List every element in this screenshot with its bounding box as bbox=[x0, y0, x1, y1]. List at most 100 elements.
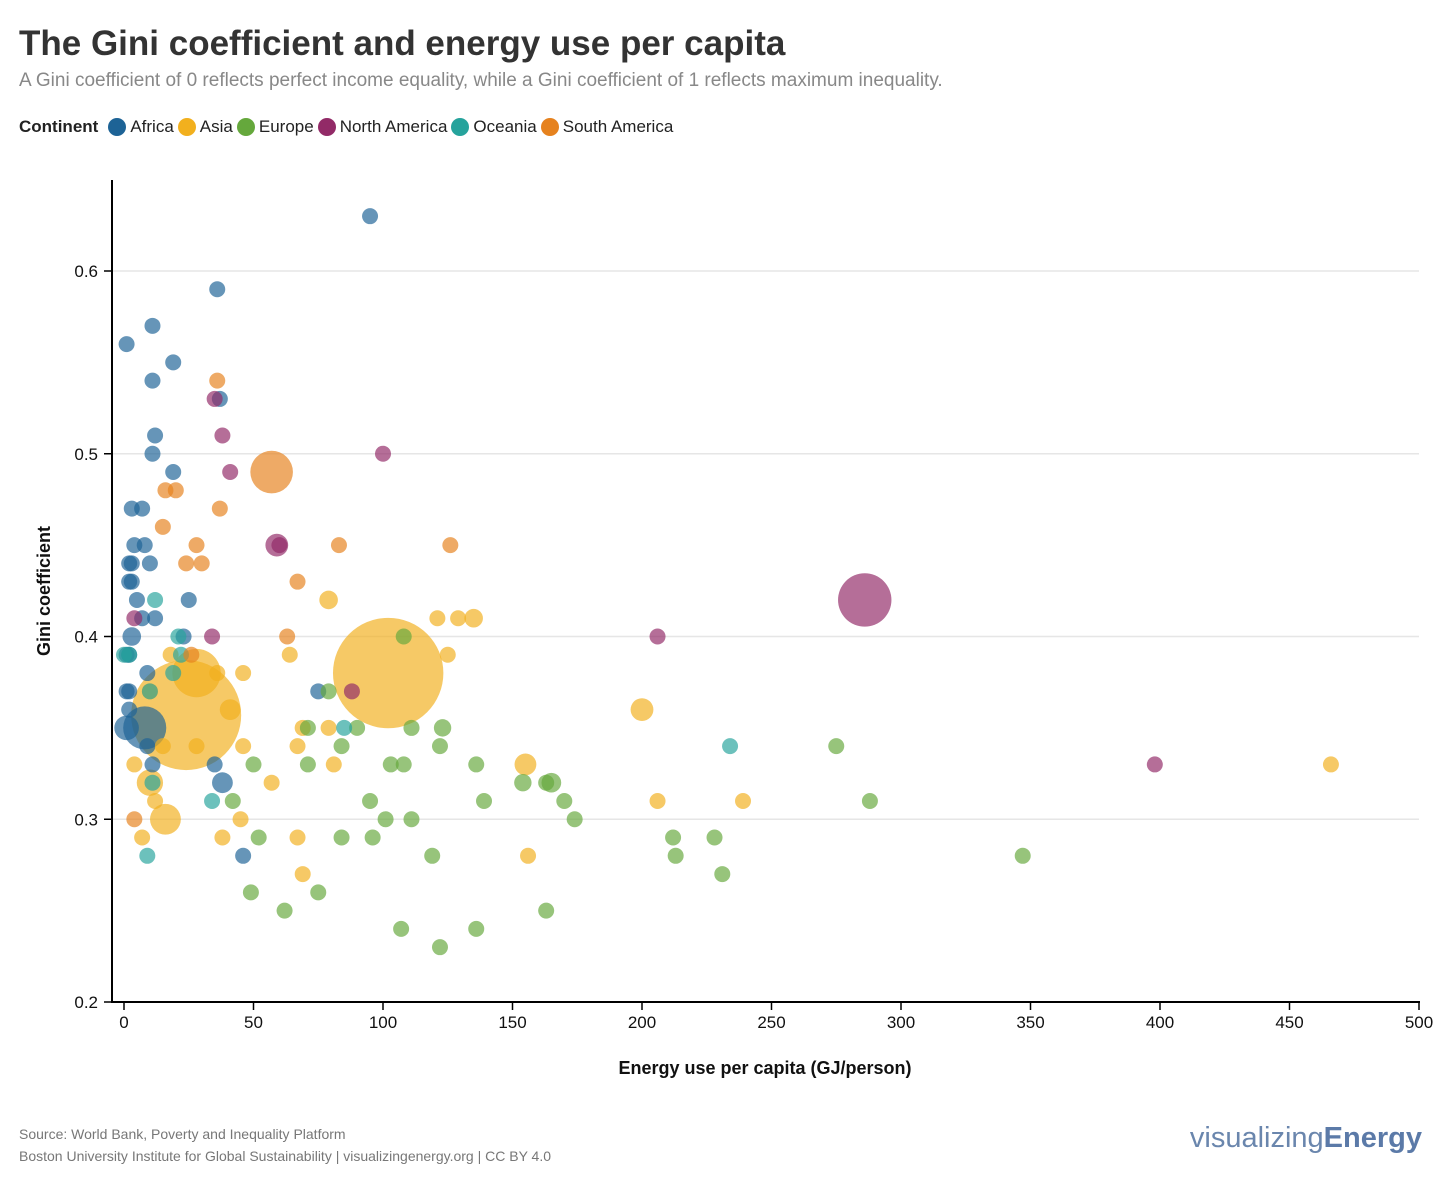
data-point-africa bbox=[122, 627, 142, 646]
data-point-africa bbox=[147, 427, 164, 444]
data-point-north-america bbox=[214, 427, 231, 444]
data-point-north-america bbox=[375, 445, 391, 462]
data-point-north-america bbox=[1146, 756, 1163, 773]
legend-item[interactable]: North America bbox=[317, 117, 448, 137]
source-note: Source: World Bank, Poverty and Inequali… bbox=[19, 1126, 346, 1142]
data-point-europe bbox=[566, 811, 583, 828]
legend-label: North America bbox=[339, 117, 448, 136]
data-point-europe bbox=[556, 792, 573, 809]
data-point-asia bbox=[289, 829, 306, 846]
data-point-africa bbox=[139, 738, 156, 755]
data-point-europe bbox=[245, 756, 262, 773]
logo-text-a: visualizing bbox=[1189, 1122, 1324, 1154]
x-tick-label: 0 bbox=[119, 1013, 128, 1032]
data-point-asia bbox=[735, 792, 752, 809]
legend-item[interactable]: Asia bbox=[177, 117, 233, 137]
data-point-north-america bbox=[271, 537, 288, 554]
data-point-africa bbox=[165, 464, 182, 481]
data-point-south-america bbox=[211, 500, 228, 517]
legend-label: Asia bbox=[199, 117, 233, 136]
data-point-europe bbox=[706, 829, 723, 846]
data-point-asia bbox=[219, 699, 241, 720]
data-point-oceania bbox=[336, 719, 353, 736]
x-tick-label: 100 bbox=[369, 1013, 397, 1032]
data-point-europe bbox=[431, 738, 448, 755]
legend-swatch bbox=[108, 118, 127, 136]
data-point-asia bbox=[188, 738, 205, 755]
x-tick-label: 350 bbox=[1016, 1013, 1044, 1032]
data-point-africa bbox=[114, 715, 139, 741]
legend-item[interactable]: Oceania bbox=[451, 117, 537, 137]
chart-title: The Gini coefficient and energy use per … bbox=[19, 24, 786, 63]
data-point-africa bbox=[144, 317, 161, 334]
y-tick-label: 0.2 bbox=[74, 993, 98, 1012]
data-point-south-america bbox=[209, 372, 226, 389]
y-tick-label: 0.5 bbox=[74, 445, 98, 464]
data-point-north-america bbox=[838, 573, 892, 627]
data-point-africa bbox=[165, 354, 182, 371]
data-point-asia bbox=[320, 719, 337, 736]
data-point-asia bbox=[1322, 756, 1339, 773]
data-point-south-america bbox=[442, 537, 459, 554]
data-point-asia bbox=[294, 866, 311, 883]
data-point-north-america bbox=[222, 464, 239, 481]
data-point-asia bbox=[209, 665, 226, 682]
data-point-africa bbox=[123, 555, 140, 572]
data-point-europe bbox=[828, 738, 845, 755]
legend-swatch bbox=[236, 118, 255, 136]
data-point-asia bbox=[450, 610, 467, 627]
y-tick-label: 0.4 bbox=[74, 628, 98, 647]
data-point-south-america bbox=[330, 537, 347, 554]
data-point-europe bbox=[377, 811, 394, 828]
data-point-north-america bbox=[343, 683, 360, 700]
data-point-africa bbox=[121, 683, 138, 700]
data-point-europe bbox=[364, 829, 381, 846]
data-point-asia bbox=[630, 698, 654, 721]
data-point-south-america bbox=[154, 518, 171, 535]
data-point-europe bbox=[299, 756, 316, 773]
data-point-south-america bbox=[178, 555, 195, 572]
data-point-north-america bbox=[206, 390, 223, 407]
data-point-oceania bbox=[722, 738, 739, 755]
data-point-europe bbox=[468, 920, 485, 937]
data-point-europe bbox=[250, 829, 267, 846]
y-tick-label: 0.6 bbox=[74, 262, 98, 281]
data-point-europe bbox=[362, 792, 379, 809]
data-point-south-america bbox=[126, 811, 143, 828]
data-point-south-america bbox=[188, 537, 205, 554]
y-tick-label: 0.3 bbox=[74, 810, 98, 829]
data-point-europe bbox=[333, 829, 350, 846]
data-point-asia bbox=[150, 803, 181, 835]
data-point-europe bbox=[395, 628, 412, 645]
data-point-europe bbox=[431, 939, 448, 956]
data-point-africa bbox=[147, 610, 164, 627]
data-point-europe bbox=[224, 792, 241, 809]
data-point-africa bbox=[121, 701, 138, 718]
data-point-africa bbox=[212, 772, 233, 794]
data-point-north-america bbox=[204, 628, 221, 645]
data-point-europe bbox=[538, 774, 555, 791]
data-point-europe bbox=[538, 902, 555, 919]
data-point-asia bbox=[126, 756, 143, 773]
legend-item[interactable]: South America bbox=[540, 117, 673, 137]
data-point-africa bbox=[123, 706, 167, 750]
x-axis-label: Energy use per capita (GJ/person) bbox=[618, 1058, 911, 1078]
data-point-south-america bbox=[183, 646, 200, 663]
data-point-north-america bbox=[126, 610, 143, 627]
legend-item[interactable]: Europe bbox=[236, 117, 314, 137]
scatter-chart: 0.2 0.3 0.4 0.5 0.6 0 50 100 150 200 250 300 350 400 4… bbox=[34, 180, 1433, 1078]
data-point-south-america bbox=[193, 555, 210, 572]
data-point-oceania bbox=[121, 646, 138, 663]
legend-swatch bbox=[317, 118, 336, 136]
data-point-asia bbox=[649, 792, 666, 809]
legend: Continent Africa Asia Europe North America O… bbox=[19, 117, 677, 137]
x-tick-label: 200 bbox=[628, 1013, 656, 1032]
data-point-oceania bbox=[204, 792, 221, 809]
data-point-africa bbox=[209, 281, 226, 298]
legend-item[interactable]: Africa bbox=[108, 117, 174, 137]
data-point-africa bbox=[134, 500, 151, 517]
data-point-asia bbox=[289, 738, 306, 755]
data-point-africa bbox=[136, 537, 153, 554]
x-tick-label: 250 bbox=[757, 1013, 785, 1032]
data-point-asia bbox=[235, 665, 252, 682]
